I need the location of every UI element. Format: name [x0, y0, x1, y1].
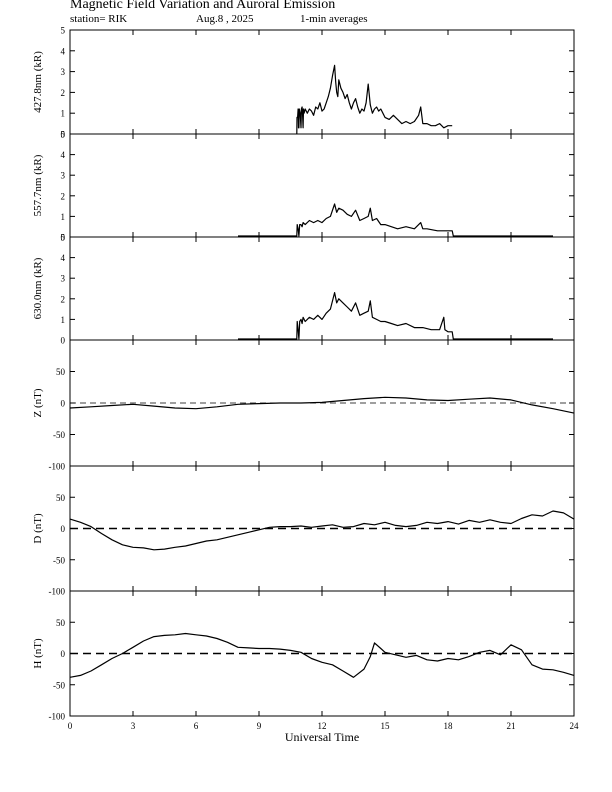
page-title: Magnetic Field Variation and Auroral Emi… — [70, 0, 336, 12]
averaging-label: 1-min averages — [300, 13, 368, 25]
y-tick-label-p6300: 4 — [61, 253, 66, 263]
y-tick-label-p4278: 1 — [61, 109, 66, 119]
station-label: station= RIK — [70, 13, 128, 25]
panel-frame-p6300 — [69, 236, 575, 341]
date-label: Aug.8 , 2025 — [196, 13, 254, 25]
y-tick-label-p4278: 3 — [61, 67, 66, 77]
y-tick-label-pD: 0 — [61, 524, 66, 534]
y-tick-label-p6300: 1 — [61, 315, 66, 325]
series-line-pD — [69, 510, 575, 551]
y-tick-label-pH: -100 — [49, 712, 66, 722]
y-tick-label-pH: 0 — [61, 649, 66, 659]
y-axis-label-p5577: 557.7nm (kR) — [32, 154, 44, 216]
y-tick-label-p5577: 3 — [61, 171, 66, 181]
series-line-p4278 — [296, 64, 453, 135]
y-tick-label-pZ: -100 — [49, 462, 66, 472]
x-tick-label: 21 — [507, 721, 516, 731]
y-tick-label-pD: -50 — [53, 555, 65, 565]
y-tick-label-p5577: 0 — [61, 233, 66, 243]
y-tick-label-pH: 50 — [56, 618, 66, 628]
y-axis-label-pZ: Z (nT) — [32, 388, 44, 417]
y-tick-label-p6300: 2 — [61, 294, 66, 304]
x-tick-label: 6 — [194, 721, 199, 731]
y-tick-label-p4278: 0 — [61, 130, 66, 140]
series-line-p5577 — [238, 203, 553, 237]
y-tick-label-p6300: 0 — [61, 336, 66, 346]
x-axis-label: Universal Time — [285, 730, 359, 744]
series-line-pZ — [69, 396, 575, 414]
y-tick-label-p6300: 5 — [61, 233, 66, 243]
y-tick-label-pH: -50 — [53, 680, 65, 690]
panel-frame-p4278 — [69, 29, 575, 135]
y-tick-label-pD: 50 — [56, 493, 66, 503]
y-tick-label-pZ: -50 — [53, 430, 65, 440]
y-tick-label-p4278: 2 — [61, 88, 66, 98]
y-tick-label-p5577: 4 — [61, 150, 66, 160]
y-axis-label-p4278: 427.8nm (kR) — [32, 51, 44, 113]
x-tick-label: 12 — [318, 721, 327, 731]
y-tick-label-p4278: 5 — [61, 26, 66, 36]
y-tick-label-p6300: 3 — [61, 274, 66, 284]
y-tick-label-p5577: 2 — [61, 191, 66, 201]
y-tick-label-pD: -100 — [49, 587, 66, 597]
y-tick-label-p5577: 5 — [61, 130, 66, 140]
y-tick-label-p4278: 4 — [61, 46, 66, 56]
series-line-pH — [69, 632, 575, 678]
x-tick-label: 24 — [570, 721, 580, 731]
y-axis-label-pD: D (nT) — [32, 513, 44, 544]
x-tick-label: 18 — [444, 721, 454, 731]
y-tick-label-pZ: 0 — [61, 399, 66, 409]
series-line-p6300 — [238, 292, 553, 340]
x-tick-label: 0 — [68, 721, 73, 731]
y-axis-label-pH: H (nT) — [32, 638, 44, 669]
y-tick-label-p5577: 1 — [61, 212, 66, 222]
y-tick-label-pZ: 50 — [56, 367, 66, 377]
x-tick-label: 3 — [131, 721, 136, 731]
panel-frame-p5577 — [69, 133, 575, 238]
y-axis-label-p6300: 630.0nm (kR) — [32, 257, 44, 319]
x-tick-label: 9 — [257, 721, 262, 731]
x-tick-label: 15 — [381, 721, 391, 731]
